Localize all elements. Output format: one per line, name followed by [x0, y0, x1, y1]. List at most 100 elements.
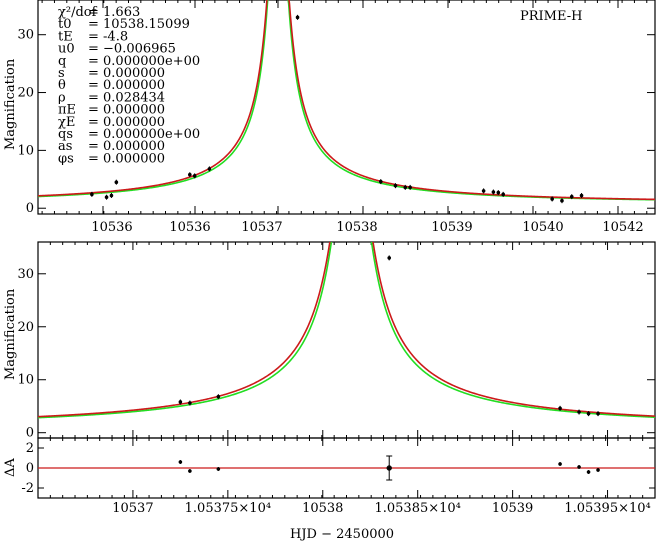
data-point: [560, 198, 564, 203]
data-point: [558, 462, 562, 466]
param-name: χE: [58, 115, 75, 130]
data-point: [393, 183, 398, 188]
middle-ylabel: Magnification: [3, 288, 18, 380]
xtick-label: 10537: [112, 501, 153, 516]
model-curve-red: [38, 242, 655, 418]
data-point: [178, 400, 183, 404]
param-name: qs: [58, 127, 73, 142]
xtick-label: 1.05395×10⁴: [564, 501, 650, 516]
residual-ylabel: ΔA: [3, 458, 18, 477]
param-name: πE: [58, 103, 76, 118]
data-point: [586, 470, 591, 474]
data-point: [216, 394, 221, 399]
middle-frame: [37, 241, 656, 439]
data-point: [188, 172, 192, 177]
xtick-label: 10536: [91, 220, 132, 235]
top-ylabel: Magnification: [3, 58, 18, 150]
param-value: = 0.000000: [88, 115, 165, 130]
xtick-label: 10537: [241, 220, 282, 235]
ytick-label: -2: [21, 481, 34, 496]
residual-ticks: -2 0 2 10537 1.05375×10⁴ 10538 1.05385×10⁴ 1053…: [21, 438, 655, 516]
data-point: [114, 180, 119, 184]
ytick-label: 10: [17, 143, 34, 158]
ytick-label: 0: [26, 426, 34, 441]
param-name: φs: [58, 151, 74, 166]
param-name: θ: [58, 78, 66, 93]
data-point: [496, 190, 501, 195]
data-point: [188, 401, 192, 405]
ytick-label: 30: [17, 28, 34, 43]
xtick-label: 10538: [336, 220, 377, 235]
data-point: [178, 460, 183, 464]
param-name: χ²/dof: [58, 5, 98, 20]
data-point: [403, 185, 408, 190]
param-name: tE: [58, 29, 73, 44]
ytick-label: 10: [17, 373, 34, 388]
data-point: [408, 185, 412, 190]
residual-panel: -2 0 2 10537 1.05375×10⁴ 10538 1.05385×10⁴ 1053…: [3, 437, 656, 542]
data-point: [295, 15, 300, 20]
param-value: = 0.000000: [88, 103, 165, 118]
param-name: as: [58, 139, 72, 154]
data-point: [569, 194, 574, 199]
data-point: [577, 410, 581, 414]
ytick-label: 30: [17, 267, 34, 282]
data-point: [558, 406, 562, 411]
top-ticks: 0 10 20 30 10536 10536 10537 10538 10539 10540 105…: [17, 0, 655, 235]
model-curve-green: [38, 242, 655, 419]
fit-parameters: χ²/dof= 1.663 t0 = 10538.15099 tE = -4.8 u0 = …: [58, 5, 200, 166]
data-point: [216, 467, 221, 471]
param-name: s: [58, 66, 65, 81]
param-value: = 0.000000: [88, 66, 165, 81]
data-point: [387, 256, 392, 260]
xtick-label: 10539: [431, 220, 472, 235]
param-value: = -4.8: [88, 29, 128, 44]
param-value: = −0.006965: [88, 42, 176, 57]
param-value: = 0.028434: [88, 90, 165, 105]
xtick-label: 10540: [522, 220, 563, 235]
data-point: [491, 190, 496, 194]
xtick-label: 10536: [169, 220, 210, 235]
top-panel: 0 10 20 30 10536 10536 10537 10538 10539 10540 105…: [3, 0, 656, 235]
xtick-label: 10542: [602, 220, 643, 235]
middle-ticks: 0 10 20 30: [17, 242, 655, 441]
data-point: [192, 174, 197, 178]
top-title: PRIME-H: [520, 9, 582, 24]
data-point: [586, 411, 591, 416]
data-point: [596, 468, 600, 472]
data-point: [550, 197, 554, 201]
middle-data-points: [178, 255, 600, 417]
ytick-label: 20: [17, 86, 34, 101]
data-point: [207, 167, 212, 171]
xtick-label: 1.05385×10⁴: [374, 501, 460, 516]
data-point: [596, 411, 600, 416]
param-value: = 0.000000: [88, 139, 165, 154]
xtick-label: 1.05375×10⁴: [185, 501, 271, 516]
ytick-label: 0: [26, 461, 34, 476]
data-point: [378, 179, 383, 184]
data-point: [577, 465, 581, 469]
ytick-label: 20: [17, 320, 34, 335]
middle-panel: 0 10 20 30 Magnification: [3, 241, 656, 441]
residual-points: [178, 455, 600, 481]
param-value: = 0.000000: [88, 78, 165, 93]
param-value: = 0.000000e+00: [88, 54, 200, 69]
param-name: t0: [58, 17, 72, 32]
param-value: = 0.000000e+00: [88, 127, 200, 142]
top-data-points: [90, 14, 584, 204]
data-point: [579, 193, 584, 198]
data-point: [481, 189, 486, 193]
xtick-label: 10539: [492, 501, 533, 516]
data-point: [501, 192, 505, 197]
data-point: [188, 469, 192, 473]
data-point: [90, 192, 94, 197]
top-frame: [37, 0, 656, 215]
ytick-label: 2: [26, 441, 34, 456]
param-value: = 10538.15099: [88, 17, 190, 32]
xtick-label: 10538: [302, 501, 343, 516]
data-point: [104, 195, 109, 200]
param-value: = 0.000000: [88, 151, 165, 166]
param-value: = 1.663: [88, 5, 140, 20]
data-point: [109, 193, 114, 198]
